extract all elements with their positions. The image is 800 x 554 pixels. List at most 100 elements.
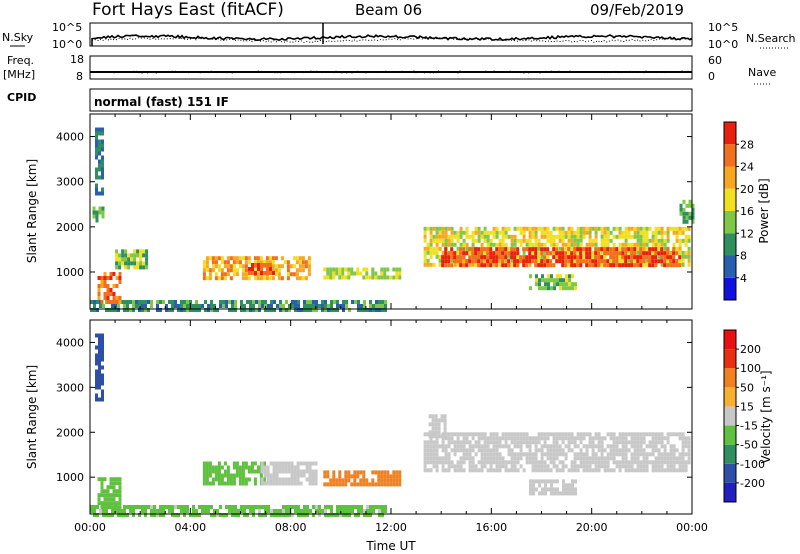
echo-cell: [162, 300, 165, 304]
echo-cell: [121, 257, 125, 262]
echo-cell: [495, 452, 499, 457]
echo-cell: [269, 461, 273, 466]
echo-cell: [630, 247, 634, 252]
echo-cell: [561, 226, 565, 231]
echo-cell: [579, 230, 583, 235]
echo-cell: [285, 300, 288, 304]
echo-cell: [519, 436, 523, 441]
echo-cell: [465, 440, 469, 445]
echo-cell: [213, 513, 216, 517]
echo-cell: [260, 267, 263, 271]
echo-cell: [112, 481, 116, 486]
echo-cell: [465, 230, 469, 235]
echo-cell: [513, 251, 517, 256]
echo-cell: [618, 452, 622, 457]
echo-cell: [541, 487, 544, 492]
echo-cell: [594, 444, 598, 449]
echo-cell: [324, 513, 327, 517]
echo-cell: [127, 265, 131, 270]
echo-cell: [447, 456, 451, 461]
echo-cell: [380, 482, 384, 487]
echo-cell: [444, 226, 448, 231]
echo-cell: [513, 440, 517, 445]
echo-cell: [594, 259, 598, 264]
echo-cell: [308, 465, 312, 470]
echo-cell: [510, 262, 514, 267]
echo-cell: [250, 469, 254, 474]
echo-cell: [528, 460, 532, 465]
echo-cell: [267, 509, 270, 513]
echo-cell: [106, 493, 110, 498]
echo-cell: [290, 461, 294, 466]
echo-cell: [115, 261, 119, 266]
echo-cell: [374, 482, 378, 487]
echo-cell: [594, 452, 598, 457]
echo-cell: [112, 292, 116, 296]
echo-cell: [540, 444, 544, 449]
echo-cell: [516, 452, 520, 457]
echo-cell: [392, 267, 396, 272]
echo-cell: [543, 259, 547, 264]
echo-cell: [510, 234, 514, 239]
echo-cell: [570, 468, 574, 473]
echo-cell: [615, 234, 619, 239]
echo-cell: [612, 251, 616, 256]
echo-cell: [582, 234, 586, 239]
echo-cell: [492, 259, 496, 264]
echo-cell: [576, 436, 580, 441]
echo-cell: [588, 255, 592, 260]
echo-cell: [657, 448, 661, 453]
echo-cell: [474, 452, 478, 457]
echo-cell: [301, 268, 305, 273]
echo-cell: [565, 483, 568, 488]
echo-cell: [351, 505, 354, 509]
echo-cell: [297, 505, 300, 509]
echo-cell: [281, 477, 285, 482]
echo-cell: [447, 436, 451, 441]
echo-cell: [371, 271, 375, 276]
echo-cell: [477, 440, 481, 445]
echo-cell: [456, 238, 460, 243]
echo-cell: [270, 509, 273, 513]
echo-cell: [534, 456, 538, 461]
echo-cell: [544, 479, 547, 484]
echo-cell: [443, 418, 447, 423]
echo-cell: [627, 250, 631, 255]
echo-cell: [529, 286, 532, 291]
echo-cell: [266, 267, 269, 271]
echo-cell: [624, 238, 628, 243]
echo-cell: [459, 468, 463, 473]
echo-cell: [573, 452, 577, 457]
echo-cell: [429, 226, 433, 231]
echo-cell: [332, 474, 336, 479]
echo-cell: [214, 477, 218, 482]
echo-cell: [359, 478, 363, 483]
echo-cell: [98, 357, 101, 362]
echo-cell: [498, 452, 502, 457]
echo-cell: [576, 468, 580, 473]
echo-cell: [525, 440, 529, 445]
echo-cell: [345, 304, 348, 308]
echo-cell: [525, 432, 529, 437]
echo-cell: [477, 247, 481, 252]
power-colorbar-label: Power [dB]: [757, 178, 771, 243]
echo-cell: [324, 300, 327, 304]
echo-cell: [541, 274, 544, 279]
echo-cell: [624, 251, 628, 256]
echo-cell: [600, 238, 604, 243]
echo-cell: [555, 448, 559, 453]
echo-cell: [633, 258, 637, 263]
echo-cell: [375, 505, 378, 509]
echo-cell: [266, 465, 270, 470]
echo-cell: [389, 474, 393, 479]
echo-cell: [492, 230, 496, 235]
echo-cell: [111, 513, 114, 517]
echo-cell: [205, 268, 209, 273]
echo-cell: [483, 263, 487, 268]
echo-cell: [90, 308, 93, 312]
echo-cell: [344, 470, 348, 475]
echo-cell: [290, 473, 294, 478]
echo-cell: [688, 215, 692, 220]
echo-cell: [510, 251, 514, 256]
echo-cell: [292, 264, 296, 269]
